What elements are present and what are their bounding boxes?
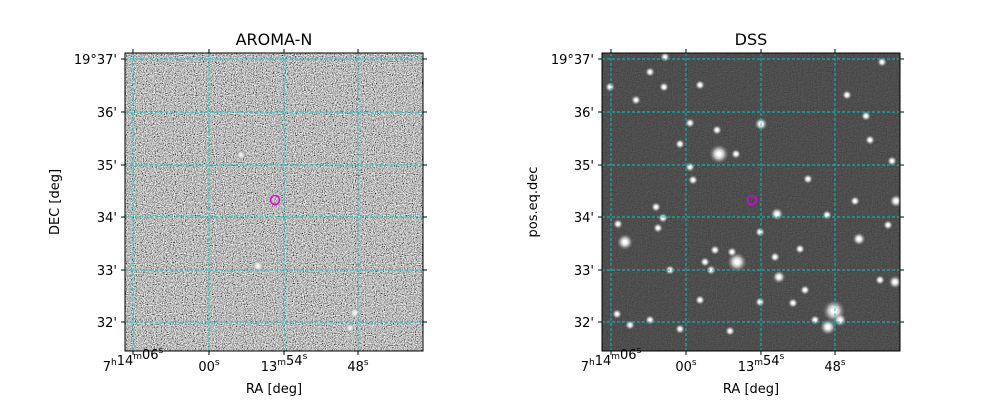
y-axis-label: pos.eq.dec: [526, 167, 541, 238]
x-axis-label: RA [deg]: [723, 382, 779, 397]
dec-tick-label: 35': [574, 159, 594, 174]
ra-tick-label: 48s: [824, 358, 846, 375]
dec-tick-label: 33': [574, 264, 594, 279]
ra-tick-label: 13m54s: [261, 352, 308, 375]
ra-tick-label: 48s: [347, 358, 369, 375]
image-stars: [602, 53, 900, 351]
dec-tick-label: 36': [574, 106, 594, 121]
image-noise: [125, 53, 423, 351]
dec-tick-label: 36': [97, 106, 117, 121]
panel-title: DSS: [735, 30, 768, 49]
panel-dss: DSS 19°37' 36' 35' 34' 33' 32' 7h14m06s 00s 13m5…: [526, 30, 904, 397]
target-marker: [269, 194, 281, 206]
ra-tick-label: 13m54s: [738, 352, 785, 375]
plot-frame: [601, 52, 901, 352]
plot-frame: [124, 52, 424, 352]
x-axis-label: RA [deg]: [246, 382, 302, 397]
panel-aroma-n: AROMA-N 19°37' 36' 35' 34' 33' 32' 7h14m06s 00s…: [48, 30, 427, 397]
dec-tick-label: 19°37': [74, 53, 117, 68]
dec-tick-label: 32': [97, 316, 117, 331]
target-marker: [746, 194, 758, 206]
dec-tick-label: 35': [97, 159, 117, 174]
dec-tick-label: 19°37': [551, 53, 594, 68]
ra-tick-label: 00s: [675, 358, 697, 375]
dec-tick-label: 33': [97, 264, 117, 279]
ra-tick-label: 7h14m06s: [581, 346, 642, 375]
dec-tick-label: 32': [574, 316, 594, 331]
dec-tick-label: 34': [574, 211, 594, 226]
y-axis-label: DEC [deg]: [48, 169, 63, 235]
dec-tick-label: 34': [97, 211, 117, 226]
panel-title: AROMA-N: [236, 30, 313, 49]
ra-tick-label: 7h14m06s: [103, 346, 164, 375]
ra-tick-label: 00s: [198, 358, 220, 375]
